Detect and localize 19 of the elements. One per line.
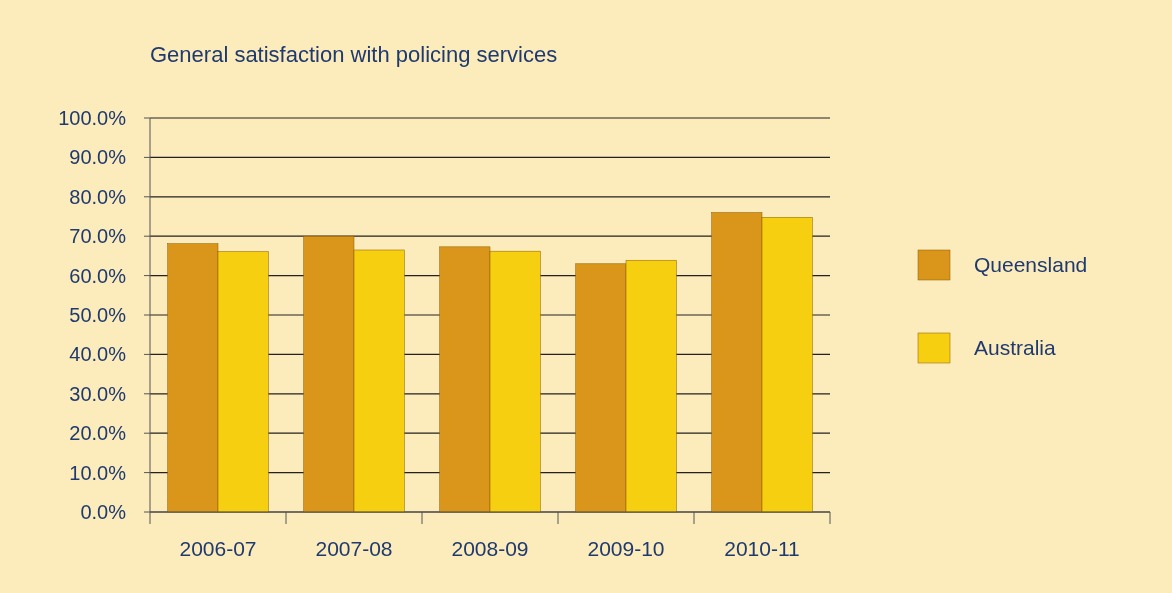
x-tick-label: 2008-09: [451, 537, 529, 560]
y-tick-label: 30.0%: [69, 382, 127, 405]
y-tick-label: 20.0%: [69, 422, 127, 445]
y-tick-label: 90.0%: [69, 146, 127, 169]
y-tick-label: 40.0%: [69, 343, 127, 366]
x-tick-label: 2006-07: [179, 537, 257, 560]
y-tick-label: 100.0%: [58, 107, 127, 129]
y-tick-label: 0.0%: [80, 501, 127, 523]
y-tick-label: 70.0%: [69, 225, 127, 248]
y-tick-label: 50.0%: [69, 304, 127, 326]
legend-label: Queensland: [974, 253, 1088, 277]
x-tick-label: 2009-10: [587, 537, 665, 560]
chart-title: General satisfaction with policing services: [150, 42, 558, 67]
x-tick-label: 2007-08: [315, 537, 393, 560]
y-tick-label: 80.0%: [69, 185, 127, 208]
x-tick-label: 2010-11: [724, 537, 800, 560]
y-tick-label: 10.0%: [69, 461, 127, 484]
legend-label: Australia: [974, 336, 1057, 360]
y-tick-label: 60.0%: [69, 264, 127, 287]
